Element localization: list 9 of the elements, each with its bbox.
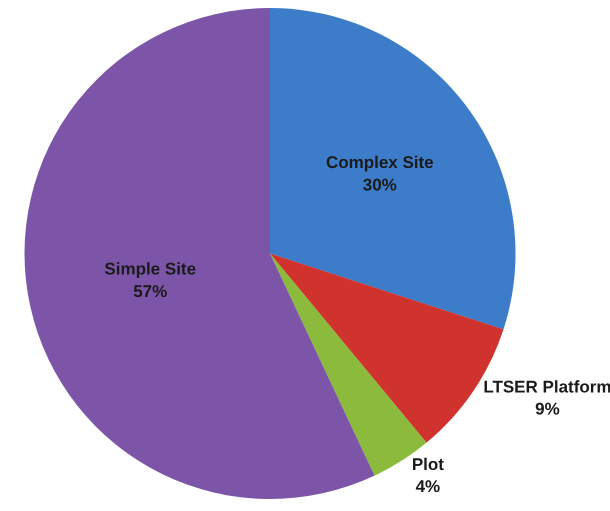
pie-slice <box>270 8 516 330</box>
data-label: 30% <box>362 175 397 194</box>
slice-label: Plot <box>412 454 444 474</box>
data-label: 9% <box>535 400 560 419</box>
slice-label: LTSER Platform <box>483 377 610 396</box>
data-label: 4% <box>416 476 440 496</box>
data-label: 57% <box>133 282 168 301</box>
slice-label: Complex Site <box>326 153 434 172</box>
slice-label: Simple Site <box>104 260 196 279</box>
